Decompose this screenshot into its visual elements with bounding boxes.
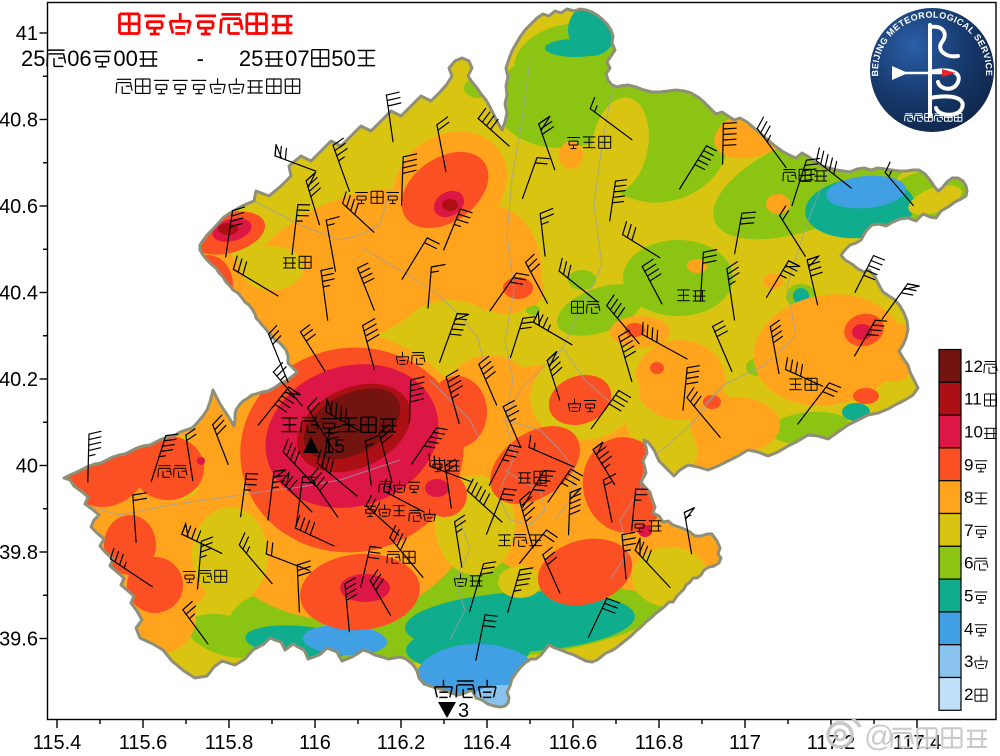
svg-text:116.2: 116.2 [377, 732, 426, 754]
svg-text:11: 11 [964, 390, 982, 409]
svg-text:40.2: 40.2 [0, 369, 38, 391]
svg-text:40: 40 [16, 456, 38, 478]
svg-text:3: 3 [964, 652, 973, 671]
svg-text:6: 6 [964, 554, 973, 573]
svg-text:15: 15 [323, 436, 345, 458]
svg-text:116.4: 116.4 [463, 732, 512, 754]
svg-text:50: 50 [331, 46, 355, 71]
svg-text:00: 00 [113, 46, 137, 71]
svg-text:41: 41 [16, 23, 38, 45]
svg-text:5: 5 [964, 587, 973, 606]
svg-text:9: 9 [964, 455, 973, 474]
svg-text:-: - [197, 46, 204, 71]
svg-text:07: 07 [285, 46, 309, 71]
svg-text:116: 116 [299, 732, 331, 754]
svg-text:117: 117 [729, 732, 761, 754]
svg-text:116.8: 116.8 [635, 732, 684, 754]
svg-text:12: 12 [964, 357, 983, 376]
svg-text:39.8: 39.8 [0, 542, 38, 564]
svg-text:10: 10 [964, 423, 983, 442]
svg-text:40.4: 40.4 [0, 283, 38, 305]
svg-text:7: 7 [964, 521, 973, 540]
svg-text:@: @ [864, 720, 894, 753]
svg-text:4: 4 [964, 619, 973, 638]
svg-text:116.6: 116.6 [549, 732, 598, 754]
svg-text:115.4: 115.4 [33, 732, 82, 754]
svg-text:39.6: 39.6 [0, 629, 38, 651]
svg-text:40.6: 40.6 [0, 196, 38, 218]
svg-text:115.8: 115.8 [205, 732, 254, 754]
svg-text:2: 2 [964, 685, 973, 704]
svg-text:25: 25 [21, 46, 45, 71]
svg-text:8: 8 [964, 488, 973, 507]
svg-text:25: 25 [239, 46, 263, 71]
svg-text:06: 06 [67, 46, 91, 71]
svg-text:3: 3 [458, 700, 469, 722]
svg-text:115.6: 115.6 [119, 732, 168, 754]
svg-text:40.8: 40.8 [0, 110, 38, 132]
